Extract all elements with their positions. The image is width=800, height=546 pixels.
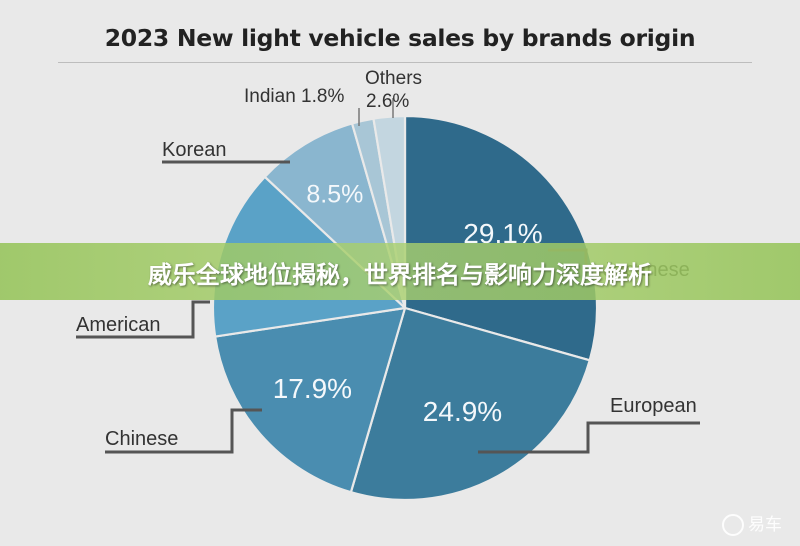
slice-value-european: 24.9% [423,396,502,427]
leader-line-chinese [105,408,262,454]
headline-text: 威乐全球地位揭秘，世界排名与影响力深度解析 [148,261,652,289]
category-label-american: American [76,314,160,336]
category-label-chinese: Chinese [105,428,178,450]
category-label-indian: Indian 1.8% [244,86,344,107]
category-label-others: Others [365,68,422,89]
slice-value-chinese: 17.9% [273,373,352,404]
title-divider [58,62,752,63]
chart-title: 2023 New light vehicle sales by brands o… [104,24,696,52]
pie-slice-chinese [214,306,407,494]
watermark-logo-icon [722,514,744,536]
category-label-korean: Korean [162,139,227,161]
slice-value-korean: 8.5% [306,180,363,208]
watermark-text: 易车 [748,515,782,535]
headline-banner [0,243,800,300]
category-label-european: European [610,395,697,417]
leader-line-european [478,421,700,454]
watermark: 易车 [722,510,782,536]
leader-line-american [76,300,210,339]
slice-value-others: 2.6% [366,91,409,112]
